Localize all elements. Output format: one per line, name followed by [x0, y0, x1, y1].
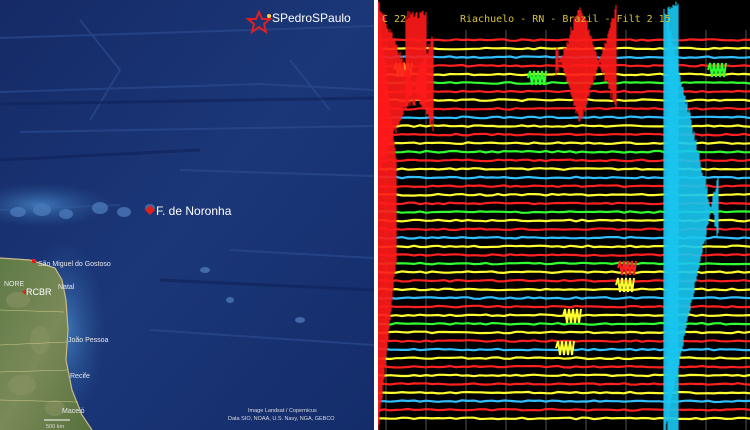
credit-line-1: Image Landsat / Copernicus [248, 408, 317, 414]
panel-divider [374, 0, 378, 430]
pin-icon [145, 205, 155, 215]
trace-line [378, 373, 750, 378]
seafloor-texture [0, 19, 374, 346]
trace-blip [617, 260, 637, 276]
trace-line [378, 296, 750, 300]
seismic-events [378, 1, 727, 430]
scale-bar: 500 km [44, 419, 70, 430]
label-maceio: Maceió [62, 408, 85, 415]
shelf-glow [0, 183, 110, 227]
seismogram-header: Riachuelo - RN - Brazil - Filt 2 15 [460, 14, 671, 25]
blue-event-core [667, 1, 679, 430]
trace-line [378, 63, 750, 68]
trace-blip [527, 70, 547, 86]
trace-line [378, 416, 750, 421]
trace-line [378, 106, 750, 111]
seismogram-panel: C 22 Riachuelo - RN - Brazil - Filt 2 15 [378, 0, 750, 430]
trace-line [378, 89, 750, 94]
trace-line [378, 407, 750, 412]
trace-line [378, 356, 750, 361]
trace-line [378, 38, 750, 42]
rcbr-marker-icon[interactable] [22, 289, 26, 295]
scale-label: 500 km [46, 424, 64, 430]
seismogram-canvas: C 22 Riachuelo - RN - Brazil - Filt 2 15 [378, 1, 750, 430]
label-recife: Recife [70, 373, 90, 380]
credit-line-2: Data SIO, NOAA, U.S. Navy, NGA, GEBCO [228, 416, 335, 422]
label-rcbr: RCBR [26, 287, 52, 297]
trace-blip [562, 308, 582, 324]
trace-line [378, 124, 750, 128]
trace-line [378, 321, 750, 326]
saomiguel-marker-icon[interactable] [32, 259, 36, 263]
label-saomiguel: São Miguel do Gostoso [38, 261, 111, 268]
seamount-chain [10, 202, 305, 323]
trace-line [378, 390, 750, 395]
trace-line [378, 330, 750, 335]
trace-line [378, 382, 750, 386]
red-event-tail [378, 1, 397, 430]
label-natal: Natal [58, 284, 75, 291]
header-left: C 22 [382, 14, 406, 25]
coastline [0, 257, 93, 430]
trace-line [378, 399, 750, 404]
label-joaopessoa: João Pessoa [68, 337, 109, 344]
noronha-marker[interactable] [145, 205, 155, 215]
red-event-streak [405, 10, 427, 107]
trace-line [378, 55, 750, 60]
trace-line [378, 98, 750, 103]
seafloor-dark-bands [0, 96, 374, 292]
red-star-icon [245, 9, 273, 35]
label-spedro: SPedroSPaulo [272, 11, 351, 25]
spedro-marker[interactable] [245, 9, 273, 35]
trace-line [378, 115, 750, 120]
trace-blip [555, 340, 575, 356]
satellite-map: SPedroSPaulo F. de Noronha São Miguel do… [0, 0, 374, 430]
trace-line [378, 304, 750, 309]
label-nore: NORE [4, 281, 25, 288]
trace-line [378, 339, 750, 343]
trace-line [378, 81, 750, 85]
trace-blip [707, 62, 727, 78]
terrain-texture [6, 292, 65, 416]
label-noronha: F. de Noronha [156, 204, 232, 218]
trace-line [378, 72, 750, 77]
location-dot-icon [267, 14, 271, 18]
trace-blip [615, 277, 635, 293]
red-event-burst-2 [555, 5, 617, 122]
map-canvas: SPedroSPaulo F. de Noronha São Miguel do… [0, 0, 374, 430]
trace-line [378, 364, 750, 369]
state-borders [0, 309, 79, 403]
